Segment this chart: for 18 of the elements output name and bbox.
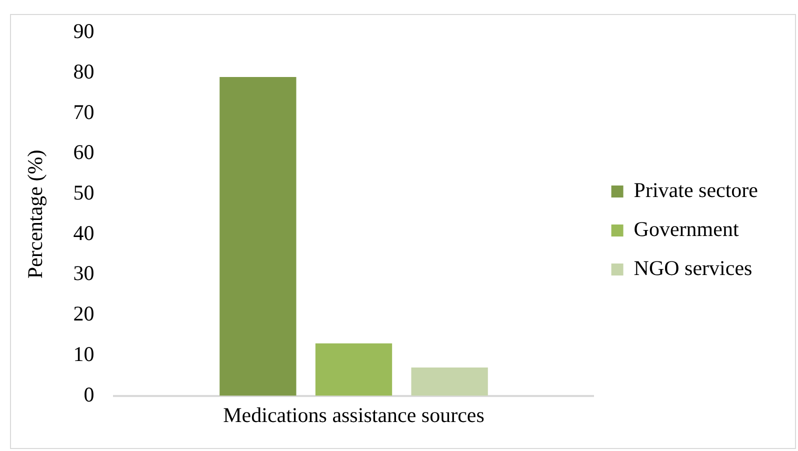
- y-tick-label: 10: [73, 342, 94, 366]
- x-axis-title: Medications assistance sources: [223, 402, 484, 427]
- y-tick-label: 60: [73, 140, 94, 164]
- bar: [220, 76, 296, 396]
- y-tick-label: 30: [73, 261, 94, 286]
- y-tick-label: 40: [73, 220, 94, 245]
- bar: [411, 368, 488, 396]
- y-tick-label: 0: [84, 382, 94, 406]
- y-tick-label: 90: [73, 19, 94, 44]
- y-tick-label: 20: [73, 302, 94, 326]
- bar: [315, 343, 392, 396]
- legend-label: Government: [634, 217, 739, 242]
- y-tick-label: 70: [73, 100, 94, 124]
- y-axis-title: Percentage (%): [23, 150, 48, 279]
- y-tick-label: 50: [73, 180, 94, 205]
- legend-label: NGO services: [634, 256, 752, 280]
- y-tick-label: 80: [73, 59, 94, 84]
- legend-label: Private sectore: [634, 178, 758, 202]
